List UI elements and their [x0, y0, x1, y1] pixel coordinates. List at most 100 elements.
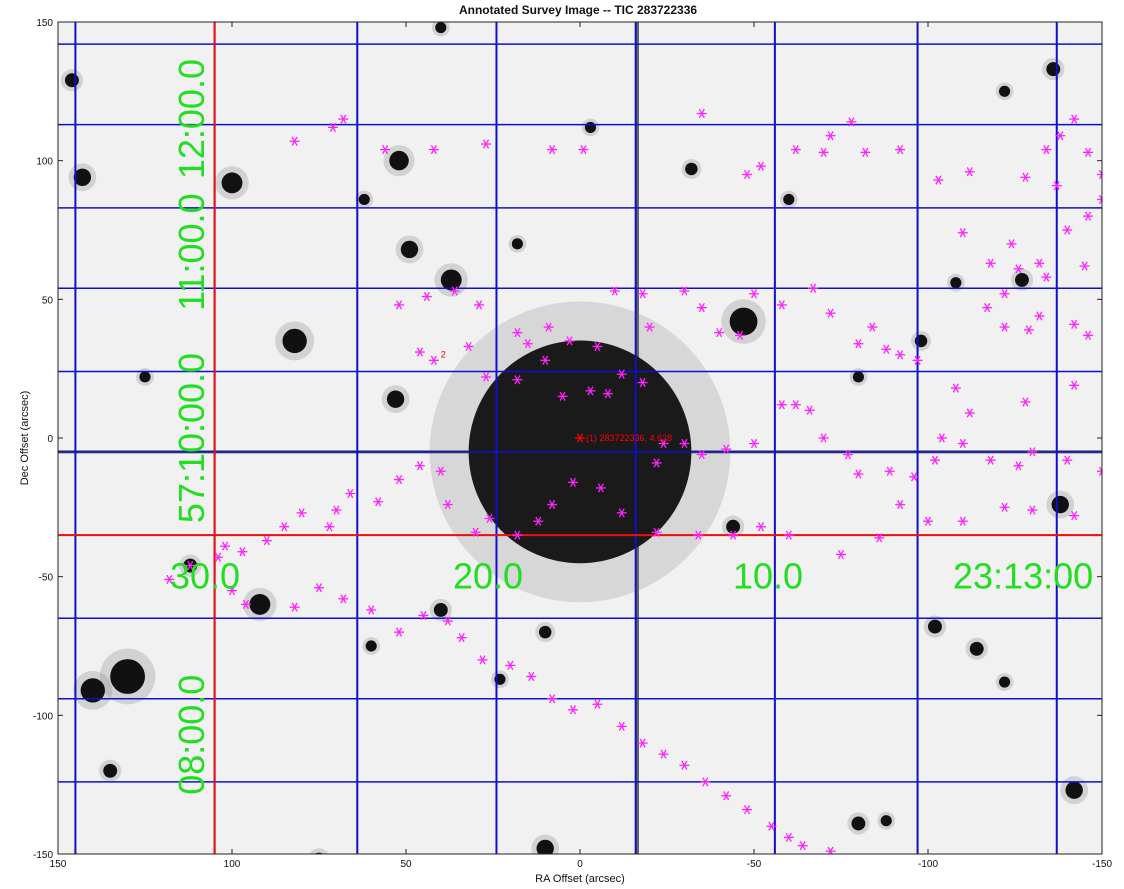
- star: [851, 816, 866, 831]
- catalog-marker: [679, 438, 690, 449]
- catalog-marker: [818, 433, 829, 443]
- catalog-marker: [1020, 172, 1031, 182]
- catalog-marker: [909, 472, 920, 482]
- catalog-marker: [755, 522, 766, 532]
- catalog-marker: [331, 505, 342, 515]
- y-tick-label: 50: [42, 295, 54, 306]
- catalog-marker: [836, 549, 846, 560]
- catalog-marker: [957, 516, 968, 526]
- catalog-marker: [749, 289, 759, 299]
- star: [584, 121, 597, 133]
- catalog-marker: [693, 530, 704, 540]
- target-label: (1) 283722336, 4.628: [586, 433, 672, 443]
- dec-grid-label: 57:10:00.0: [171, 353, 212, 523]
- secondary-star-label: 2: [441, 350, 446, 360]
- catalog-marker: [512, 375, 523, 385]
- catalog-marker: [474, 300, 485, 310]
- star: [400, 240, 419, 259]
- star: [80, 678, 105, 703]
- catalog-marker: [658, 749, 669, 759]
- y-tick-label: -100: [33, 711, 53, 722]
- star: [950, 277, 962, 289]
- catalog-marker: [679, 760, 690, 770]
- catalog-marker: [512, 530, 523, 540]
- catalog-marker: [884, 466, 895, 476]
- catalog-marker: [895, 499, 906, 510]
- catalog-marker: [470, 527, 481, 537]
- catalog-marker: [818, 147, 829, 157]
- catalog-marker: [867, 322, 878, 332]
- star: [538, 625, 552, 639]
- catalog-markers: [164, 108, 1102, 854]
- catalog-marker: [1083, 330, 1094, 341]
- catalog-marker: [783, 530, 794, 540]
- catalog-marker: [345, 488, 356, 499]
- catalog-marker: [804, 405, 815, 415]
- catalog-marker: [564, 336, 575, 346]
- catalog-marker: [522, 339, 533, 349]
- star: [221, 172, 243, 194]
- catalog-marker: [860, 147, 871, 157]
- catalog-marker: [825, 308, 836, 318]
- catalog-marker: [484, 513, 495, 524]
- catalog-marker: [964, 167, 975, 177]
- catalog-marker: [1041, 272, 1052, 282]
- catalog-marker: [568, 705, 579, 715]
- y-tick-label: 0: [47, 434, 53, 445]
- catalog-marker: [421, 291, 432, 302]
- catalog-marker: [1083, 147, 1094, 157]
- catalog-marker: [324, 522, 335, 532]
- catalog-marker: [923, 516, 933, 526]
- chart-title: Annotated Survey Image -- TIC 283722336: [459, 3, 697, 17]
- catalog-marker: [595, 483, 606, 493]
- catalog-marker: [327, 122, 338, 133]
- star: [1015, 272, 1029, 287]
- catalog-marker: [543, 322, 554, 332]
- catalog-marker: [846, 117, 857, 127]
- catalog-marker: [1097, 466, 1102, 476]
- catalog-marker: [957, 228, 968, 238]
- catalog-marker: [929, 455, 940, 465]
- catalog-marker: [240, 599, 251, 610]
- star: [64, 73, 79, 88]
- star: [282, 328, 307, 354]
- star: [998, 676, 1011, 688]
- catalog-marker: [721, 444, 732, 454]
- y-axis-label: Dec Offset (arcsec): [19, 391, 31, 486]
- catalog-marker: [1006, 239, 1017, 249]
- catalog-marker: [957, 438, 968, 449]
- star: [685, 162, 698, 176]
- catalog-marker: [442, 499, 453, 510]
- star: [511, 238, 523, 250]
- star: [1065, 781, 1083, 799]
- catalog-marker: [547, 499, 558, 510]
- catalog-marker: [999, 502, 1010, 512]
- catalog-marker: [220, 541, 231, 551]
- catalog-marker: [418, 610, 429, 621]
- catalog-marker: [338, 114, 349, 124]
- catalog-marker: [547, 144, 558, 155]
- catalog-marker: [985, 455, 996, 465]
- catalog-marker: [714, 327, 725, 338]
- catalog-marker: [783, 832, 794, 842]
- catalog-marker: [1023, 325, 1034, 335]
- catalog-marker: [1041, 144, 1052, 155]
- catalog-marker: [289, 602, 300, 612]
- catalog-marker: [1034, 311, 1045, 321]
- catalog-marker: [936, 433, 947, 443]
- catalog-marker: [985, 258, 996, 268]
- catalog-marker: [853, 469, 864, 479]
- y-tick-label: 100: [36, 157, 53, 168]
- catalog-marker: [651, 527, 662, 537]
- catalog-marker: [912, 355, 923, 365]
- catalog-marker: [637, 738, 648, 748]
- catalog-marker: [442, 616, 453, 626]
- catalog-marker: [1062, 455, 1073, 465]
- catalog-marker: [394, 627, 405, 637]
- catalog-marker: [1069, 114, 1080, 124]
- star: [435, 22, 447, 34]
- catalog-marker: [616, 721, 627, 732]
- dec-grid-label: 11:00.0: [171, 193, 212, 310]
- catalog-marker: [637, 289, 648, 299]
